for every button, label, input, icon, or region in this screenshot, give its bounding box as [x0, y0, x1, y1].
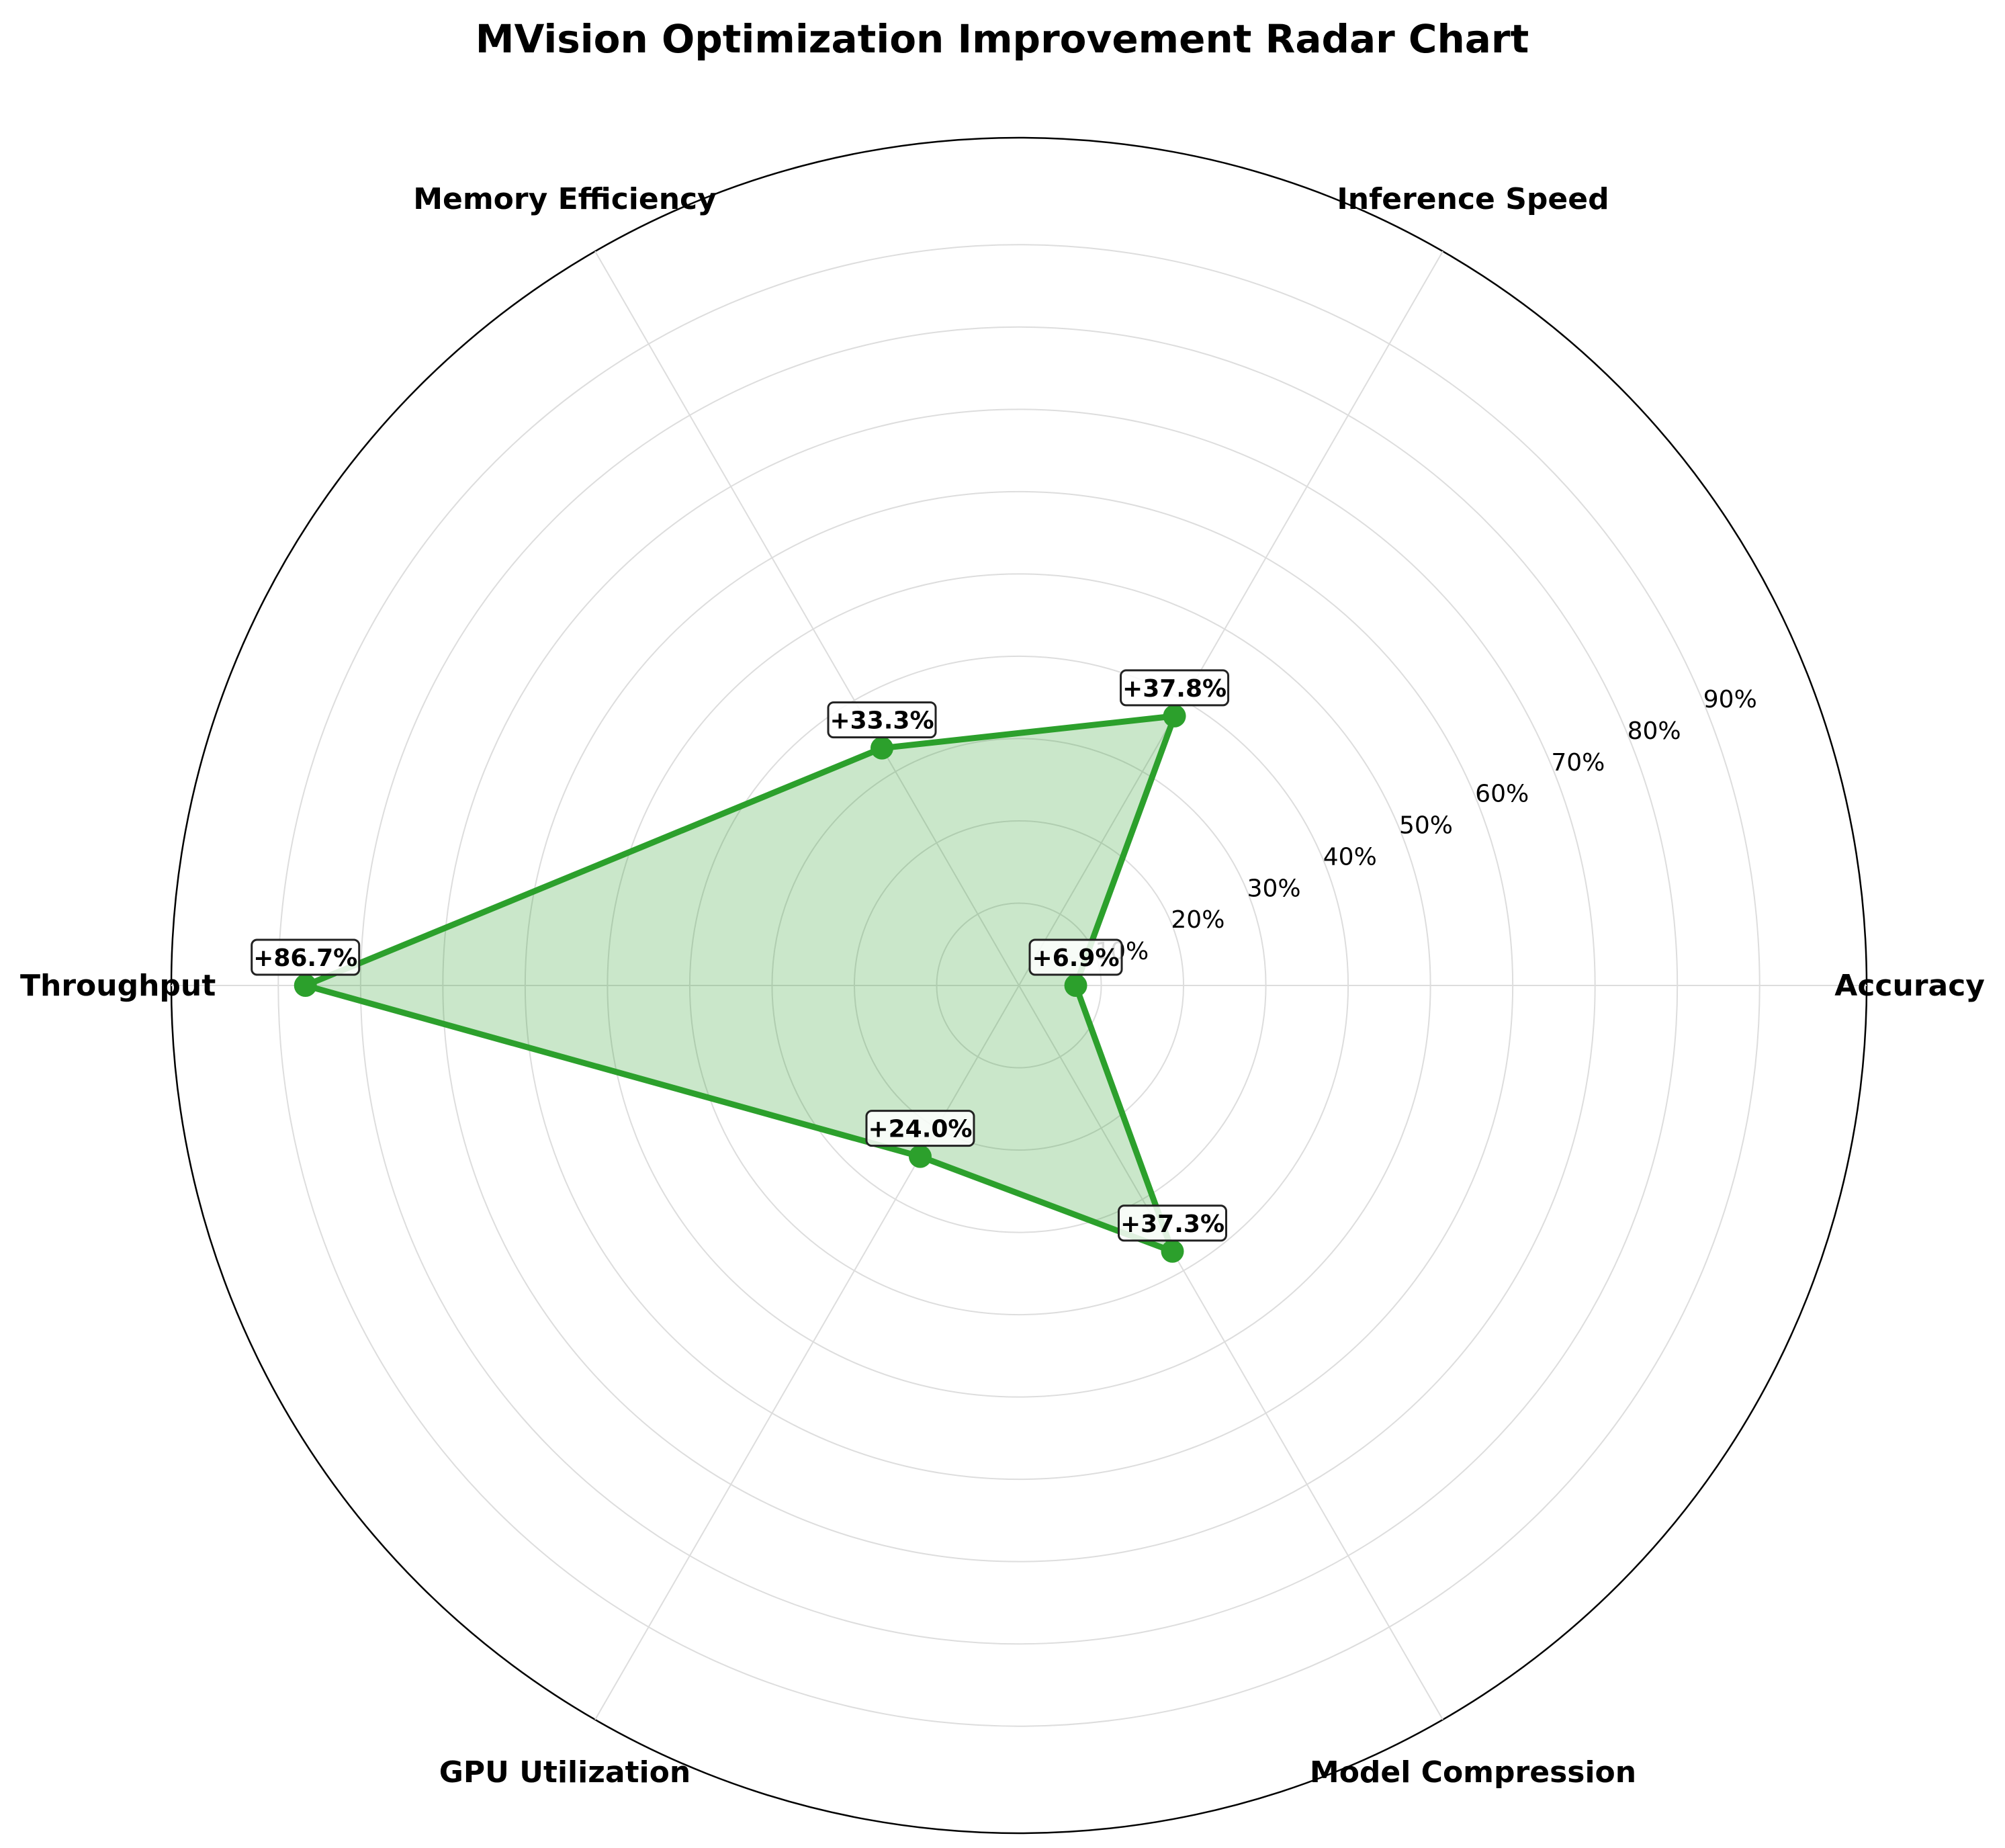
data-point-accuracy — [1064, 974, 1087, 997]
value-label-text: +37.3% — [1120, 1211, 1224, 1238]
value-label-box — [1118, 1204, 1228, 1242]
radial-tick-label: 60% — [1475, 781, 1529, 808]
value-label-text: +6.9% — [1032, 944, 1120, 972]
category-label-accuracy: Accuracy — [1834, 969, 1985, 1003]
value-label-text: +24.0% — [868, 1116, 972, 1143]
spoke-memory-efficiency — [594, 251, 1020, 986]
series-layer — [302, 713, 1178, 1255]
value-label-box — [251, 938, 361, 976]
value-label-inference-speed: +37.8% — [1120, 669, 1230, 707]
data-point-gpu-utilization — [908, 1145, 932, 1168]
data-point-memory-efficiency — [870, 736, 893, 760]
radial-tick-label: 30% — [1247, 875, 1301, 902]
data-points — [294, 704, 1186, 1263]
value-labels: +6.9% +37.8% +33.3% +86.7% +24.0% +37.3% — [251, 669, 1230, 1242]
value-label-text: +33.3% — [830, 707, 934, 735]
radial-tick-label: 50% — [1399, 812, 1453, 840]
value-label-text: +86.7% — [253, 944, 357, 972]
chart-title: MVision Optimization Improvement Radar C… — [476, 16, 1529, 62]
data-point-model-compression — [1161, 1239, 1184, 1263]
value-label-accuracy: +6.9% — [1028, 938, 1123, 976]
category-label-memory-efficiency: Memory Efficiency — [413, 182, 717, 216]
category-label-throughput: Throughput — [20, 969, 216, 1003]
radial-tick-labels: 10%20%30%40%50%60%70%80%90% — [1095, 686, 1757, 965]
spoke-model-compression — [1018, 985, 1443, 1720]
value-label-gpu-utilization: +24.0% — [865, 1110, 975, 1147]
category-label-gpu-utilization: GPU Utilization — [439, 1755, 690, 1790]
spoke-inference-speed — [1018, 251, 1443, 986]
data-point-throughput — [294, 974, 317, 997]
value-label-model-compression: +37.3% — [1118, 1204, 1228, 1242]
value-label-box — [865, 1110, 975, 1147]
angular-gridlines — [171, 251, 1867, 1720]
category-label-model-compression: Model Compression — [1310, 1755, 1636, 1790]
spoke-gpu-utilization — [594, 985, 1020, 1720]
value-label-box — [827, 701, 937, 739]
value-label-memory-efficiency: +33.3% — [827, 701, 937, 739]
radial-tick-label: 20% — [1171, 906, 1224, 934]
radial-tick-label: 40% — [1323, 843, 1377, 871]
radial-tick-label: 70% — [1551, 749, 1605, 777]
series-area — [305, 715, 1175, 1251]
radial-tick-label: 80% — [1628, 717, 1681, 745]
category-label-inference-speed: Inference Speed — [1337, 182, 1609, 216]
value-label-box — [1120, 669, 1230, 707]
data-point-inference-speed — [1163, 704, 1186, 728]
value-label-text: +37.8% — [1122, 675, 1227, 703]
value-label-box — [1028, 938, 1123, 976]
category-labels: Accuracy Inference Speed Memory Efficiency… — [20, 182, 1985, 1790]
radial-tick-label: 90% — [1703, 686, 1757, 713]
value-label-throughput: +86.7% — [251, 938, 361, 976]
